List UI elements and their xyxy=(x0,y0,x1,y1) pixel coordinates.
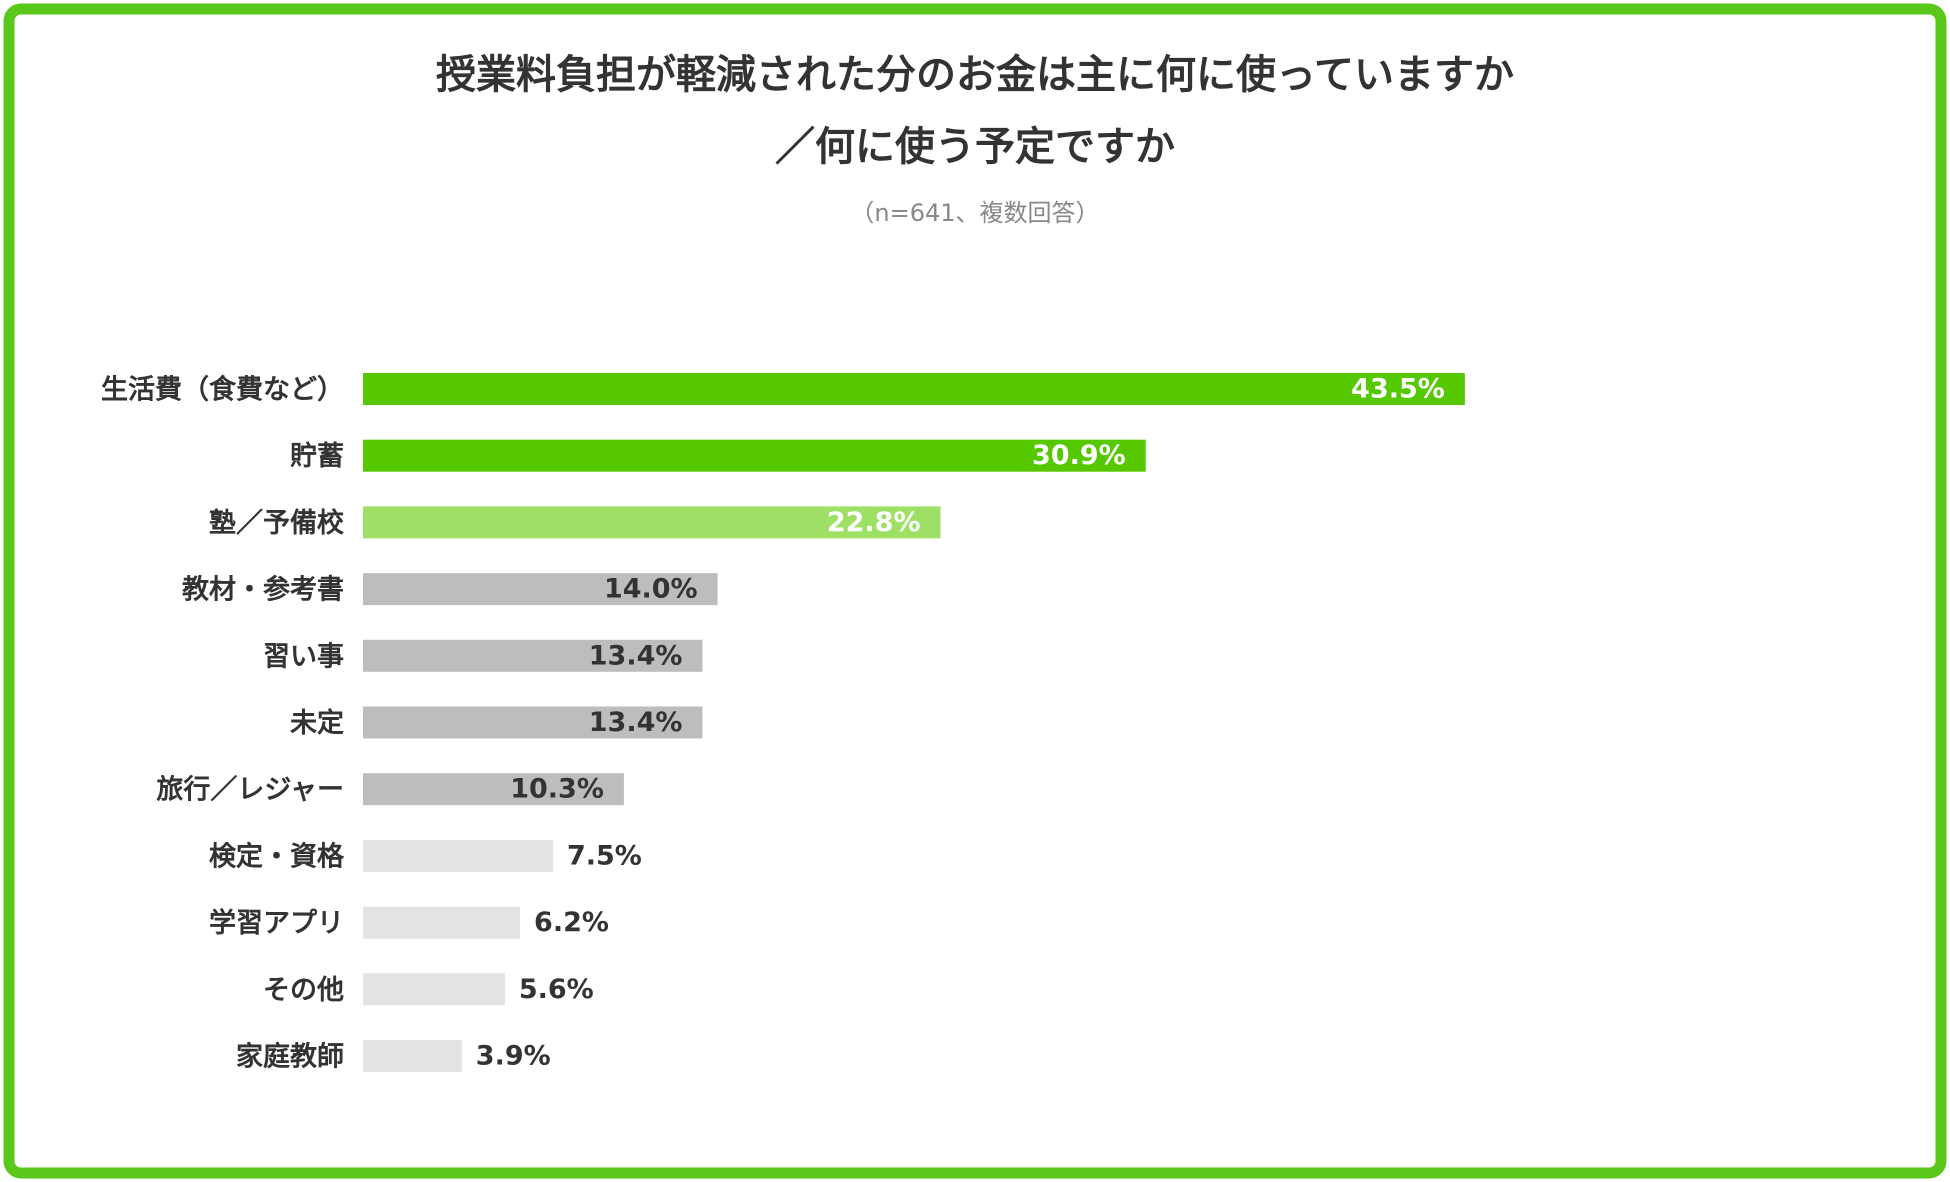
value-label: 5.6% xyxy=(519,974,594,1005)
category-label: 生活費（食費など） xyxy=(101,374,344,406)
bar xyxy=(363,1040,462,1072)
chart-subtitle: （n=641、複数回答） xyxy=(850,199,1099,227)
value-label: 10.3% xyxy=(510,774,604,805)
bar xyxy=(363,573,718,606)
value-label: 43.5% xyxy=(1351,374,1445,405)
value-label: 30.9% xyxy=(1032,440,1126,471)
category-label: 未定 xyxy=(290,707,344,739)
value-label: 13.4% xyxy=(589,707,683,738)
bar xyxy=(363,706,703,739)
value-label: 3.9% xyxy=(476,1041,551,1072)
category-label: 旅行／レジャー xyxy=(156,774,344,806)
bar xyxy=(363,506,941,539)
chart-title: 授業料負担が軽減された分のお金は主に何に使っていますか xyxy=(436,52,1514,98)
category-label: 貯蓄 xyxy=(290,441,344,472)
category-label: 検定・資格 xyxy=(209,840,345,872)
category-label: 学習アプリ xyxy=(209,907,344,939)
value-label: 22.8% xyxy=(827,507,921,538)
bar xyxy=(363,906,521,939)
category-label: その他 xyxy=(263,975,344,1006)
value-label: 6.2% xyxy=(534,907,609,938)
value-label: 7.5% xyxy=(567,840,642,871)
bar xyxy=(363,973,505,1006)
bar xyxy=(363,373,1465,405)
bar xyxy=(363,773,624,806)
bar xyxy=(363,439,1146,472)
bar xyxy=(363,639,703,672)
frame xyxy=(3,3,1947,1179)
bar xyxy=(363,839,553,872)
category-label: 教材・参考書 xyxy=(182,574,344,606)
value-label: 13.4% xyxy=(589,640,683,671)
category-label: 習い事 xyxy=(263,641,344,672)
category-label: 塾／予備校 xyxy=(209,507,344,539)
category-label: 家庭教師 xyxy=(236,1041,344,1073)
value-label: 14.0% xyxy=(604,574,698,605)
chart-title: ／何に使う予定ですか xyxy=(775,124,1175,170)
